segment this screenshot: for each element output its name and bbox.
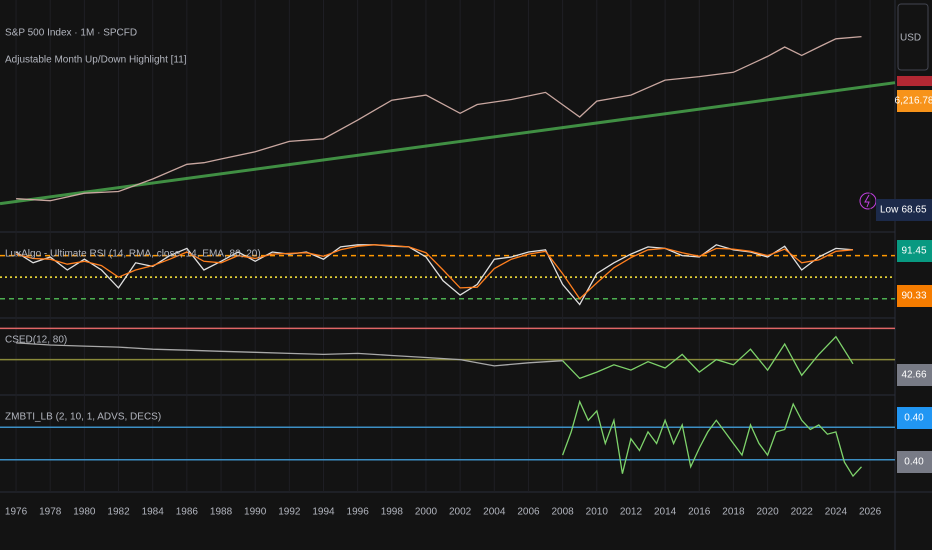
x-tick-label: 2022	[791, 507, 814, 518]
price-label-box	[897, 285, 932, 307]
alert-bolt	[864, 194, 870, 208]
x-tick-label: 1994	[312, 507, 335, 518]
x-tick-label: 1976	[5, 507, 28, 518]
pane-subtitle: Adjustable Month Up/Down Highlight [11]	[5, 55, 187, 66]
price-flag	[897, 76, 932, 86]
price-label: 0.40	[904, 457, 924, 468]
x-tick-label: 1990	[244, 507, 267, 518]
x-tick-label: 2004	[483, 507, 506, 518]
pane-title: CSED(12, 80)	[5, 335, 67, 346]
x-tick-label: 1978	[39, 507, 62, 518]
price-label-box	[897, 240, 932, 262]
price-label: 91.45	[901, 246, 926, 257]
trend-line	[0, 81, 896, 206]
x-tick-label: 1984	[142, 507, 165, 518]
low-value: 68.65	[901, 205, 926, 216]
x-tick-label: 2010	[586, 507, 609, 518]
currency-box[interactable]	[897, 3, 929, 71]
x-tick-label: 2000	[415, 507, 438, 518]
x-tick-label: 2014	[654, 507, 677, 518]
x-tick-label: 2026	[859, 507, 882, 518]
x-tick-label: 1998	[381, 507, 404, 518]
pane-title: ZMBTI_LB (2, 10, 1, ADVS, DECS)	[5, 412, 161, 423]
pane-title: S&P 500 Index · 1M · SPCFD	[5, 28, 137, 39]
price-label: 0.40	[904, 413, 924, 424]
x-tick-label: 1982	[107, 507, 130, 518]
series-line	[16, 342, 563, 367]
price-label-box	[897, 451, 932, 473]
x-tick-label: 2012	[620, 507, 643, 518]
series-line	[562, 335, 854, 380]
x-tick-label: 1992	[278, 507, 301, 518]
price-label: 6,216.78	[895, 96, 932, 107]
currency: USD	[900, 33, 921, 44]
low-box	[876, 199, 932, 221]
x-tick-label: 2024	[825, 507, 848, 518]
x-tick-label: 2002	[449, 507, 472, 518]
series-line	[15, 244, 854, 300]
price-label-box	[897, 90, 932, 112]
price-label: 90.33	[901, 291, 926, 302]
x-tick-label: 2020	[756, 507, 779, 518]
series-line	[16, 35, 862, 202]
series-line	[561, 399, 862, 478]
x-tick-label: 2006	[517, 507, 540, 518]
low-label: Low	[880, 205, 899, 216]
x-tick-label: 1988	[210, 507, 233, 518]
x-tick-label: 2008	[551, 507, 574, 518]
price-label: 42.66	[901, 370, 926, 381]
price-label-box	[897, 364, 932, 386]
x-tick-label: 2018	[722, 507, 745, 518]
plot-layer: 1976 1978 1980 1982 1984 1986 1988 1990 1992 1994…	[0, 0, 932, 518]
pane-title: LuxAlgo - Ultimate RSI (14, RMA, close, …	[5, 249, 261, 260]
x-tick-label: 1996	[347, 507, 370, 518]
x-tick-label: 1986	[176, 507, 199, 518]
x-tick-label: 2016	[688, 507, 711, 518]
price-label-box	[897, 407, 932, 429]
x-tick-label: 1980	[73, 507, 96, 518]
